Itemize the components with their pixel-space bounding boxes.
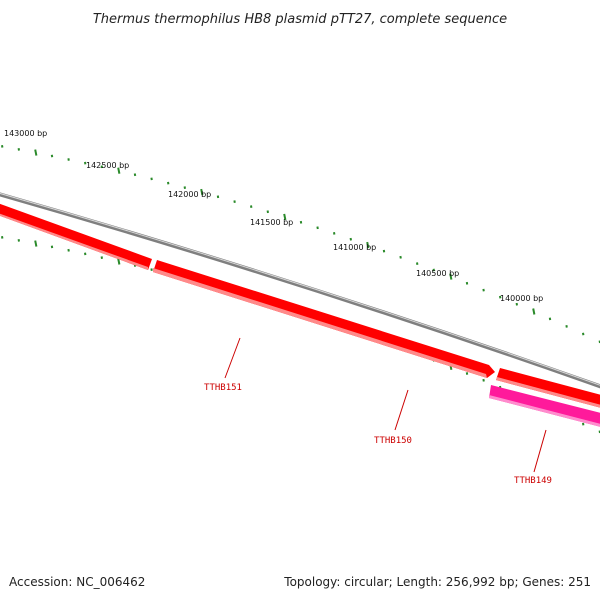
gene-label-line (224, 337, 241, 379)
gene-label-line (533, 429, 547, 473)
gene-label-line (394, 389, 409, 431)
genome-summary-text: Topology: circular; Length: 256,992 bp; … (283, 575, 591, 589)
major-tick (200, 188, 204, 196)
scale-label: 140500 bp (416, 269, 459, 278)
scale-labels: 143000 bp 142500 bp 142000 bp 141500 bp … (4, 129, 543, 303)
gene-label-tthb151[interactable]: TTHB151 (204, 383, 242, 393)
major-tick (117, 258, 121, 265)
gene-tthb151[interactable] (0, 202, 152, 270)
scale-label: 140000 bp (500, 294, 543, 303)
plasmid-backbone-highlight (0, 192, 600, 386)
outer-scale-ticks (1, 145, 600, 344)
gene-tthb149[interactable] (489, 385, 600, 428)
scale-label: 142000 bp (168, 190, 211, 199)
accession-text: Accession: NC_006462 (9, 575, 145, 589)
major-tick (366, 241, 370, 249)
map-title: Thermus thermophilus HB8 plasmid pTT27, … (93, 12, 507, 27)
major-tick (532, 308, 536, 315)
major-tick (283, 213, 287, 221)
gene-tthb150[interactable] (153, 260, 495, 378)
scale-label: 141000 bp (333, 243, 376, 252)
gene-label-tthb149[interactable]: TTHB149 (514, 476, 552, 486)
major-tick (449, 273, 453, 280)
plasmid-backbone (0, 192, 600, 389)
scale-label: 141500 bp (250, 218, 293, 227)
gene-label-tthb150[interactable]: TTHB150 (374, 436, 412, 446)
gene-tthb148[interactable] (496, 368, 600, 409)
scale-label: 142500 bp (86, 161, 129, 170)
major-tick (34, 240, 38, 247)
major-tick (34, 149, 38, 156)
major-tick (117, 167, 121, 174)
scale-label: 143000 bp (4, 129, 47, 138)
